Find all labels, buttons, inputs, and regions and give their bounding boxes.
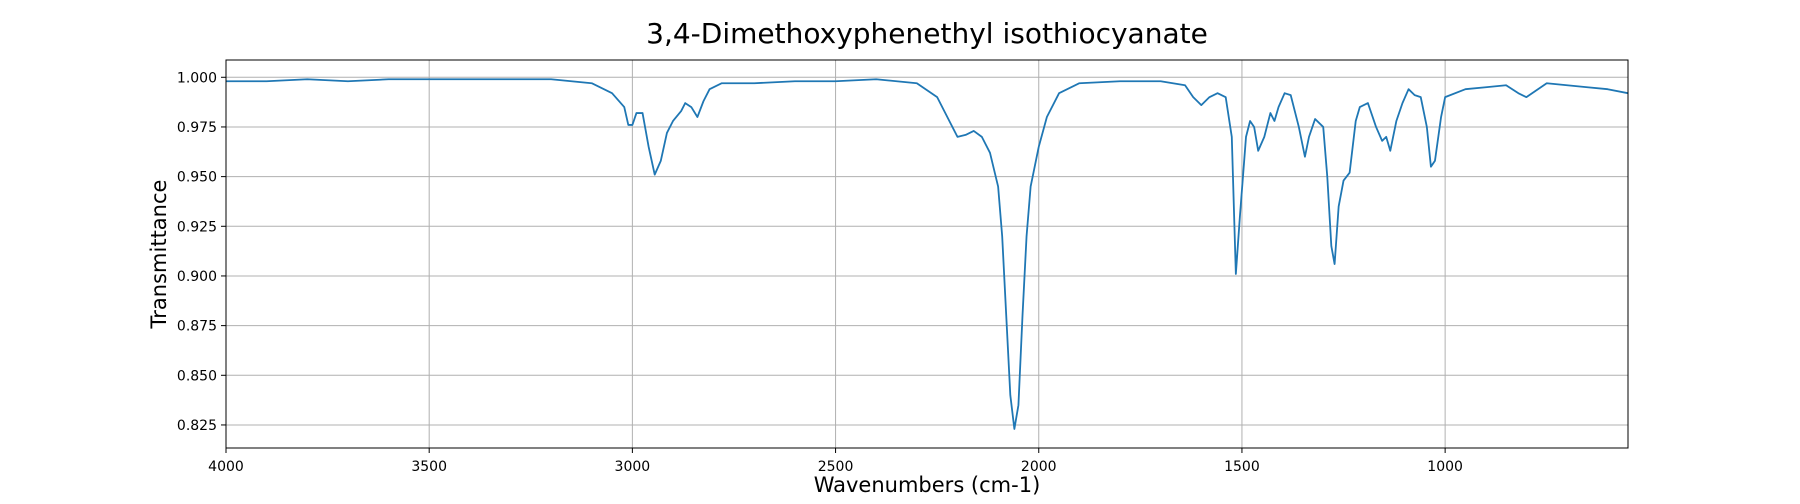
y-tick-label: 0.900 [177,269,217,285]
y-axis-label: Transmittance [147,180,171,330]
x-tick-label: 1000 [1427,459,1463,475]
y-tick-label: 0.825 [177,418,217,434]
spectrum-line [226,78,1628,430]
y-tick-label: 0.925 [177,219,217,235]
y-tick-label: 1.000 [177,70,217,86]
x-tick-label: 2500 [818,459,854,475]
x-tick-label: 3500 [411,459,447,475]
x-tick-label: 1500 [1224,459,1260,475]
y-tick-label: 0.975 [177,120,217,136]
x-tick-label: 2000 [1021,459,1057,475]
x-tick-label: 4000 [208,459,244,475]
chart-title: 3,4-Dimethoxyphenethyl isothiocyanate [646,17,1208,50]
plot-frame [225,59,1629,449]
y-tick-label: 0.850 [177,368,217,384]
y-tick-label: 0.875 [177,319,217,335]
y-tick-label: 0.950 [177,170,217,186]
x-tick-label: 3000 [615,459,651,475]
x-axis-label: Wavenumbers (cm-1) [814,473,1041,497]
